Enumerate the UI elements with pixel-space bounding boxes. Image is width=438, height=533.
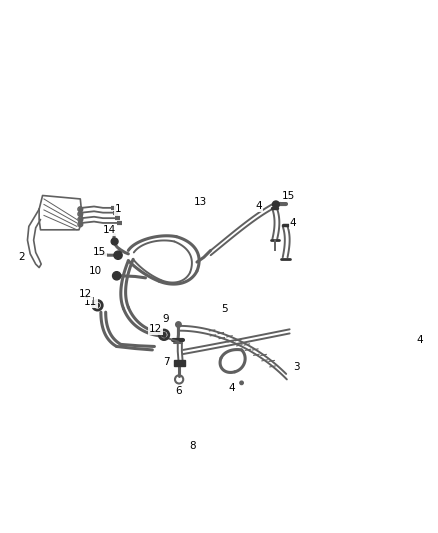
Text: 8: 8	[189, 441, 195, 451]
Text: 10: 10	[89, 266, 102, 276]
Text: 1: 1	[115, 204, 121, 214]
Circle shape	[114, 251, 122, 260]
Text: 4: 4	[290, 218, 297, 228]
Text: 2: 2	[19, 252, 25, 262]
Text: 15: 15	[93, 247, 106, 257]
Circle shape	[111, 238, 118, 245]
Text: 4: 4	[228, 383, 235, 393]
Text: 12: 12	[79, 289, 92, 298]
Circle shape	[272, 201, 279, 208]
Circle shape	[240, 381, 243, 384]
Circle shape	[176, 322, 181, 327]
Text: 9: 9	[163, 314, 170, 324]
Circle shape	[162, 333, 166, 337]
Text: 11: 11	[84, 297, 97, 307]
Bar	[173, 360, 184, 366]
Text: 15: 15	[282, 190, 295, 200]
Text: 4: 4	[417, 335, 423, 345]
Text: 12: 12	[149, 324, 162, 334]
Text: 4: 4	[255, 201, 262, 211]
Text: 7: 7	[163, 357, 170, 367]
Circle shape	[79, 208, 81, 211]
Text: 13: 13	[194, 197, 207, 207]
Circle shape	[79, 213, 81, 215]
Circle shape	[113, 272, 121, 280]
Text: 14: 14	[102, 225, 116, 235]
Text: 3: 3	[293, 362, 300, 372]
Circle shape	[95, 303, 99, 308]
Circle shape	[79, 223, 81, 225]
Text: 6: 6	[175, 386, 182, 396]
Circle shape	[79, 218, 81, 221]
Text: 5: 5	[221, 304, 228, 314]
